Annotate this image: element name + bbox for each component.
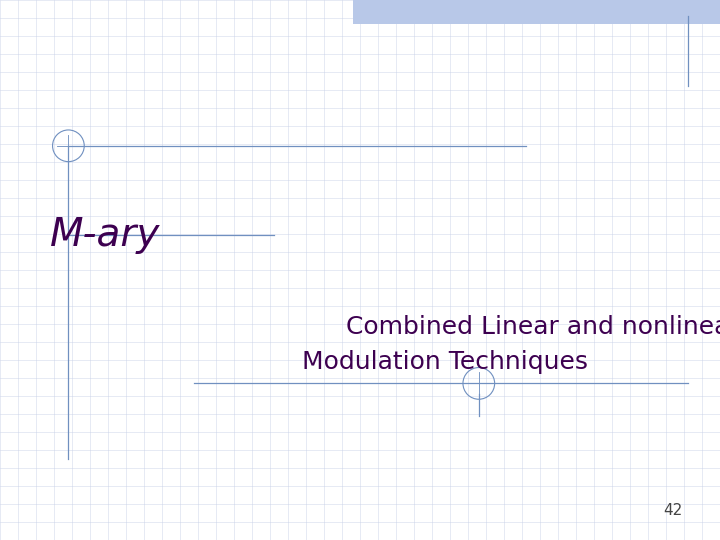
Text: Combined Linear and nonlinear (Constant Envelope): Combined Linear and nonlinear (Constant … [346,315,720,339]
Bar [353,0,720,24]
Text: M-ary: M-ary [50,216,161,254]
Text: 42: 42 [664,503,683,518]
Text: Modulation Techniques: Modulation Techniques [302,350,588,374]
